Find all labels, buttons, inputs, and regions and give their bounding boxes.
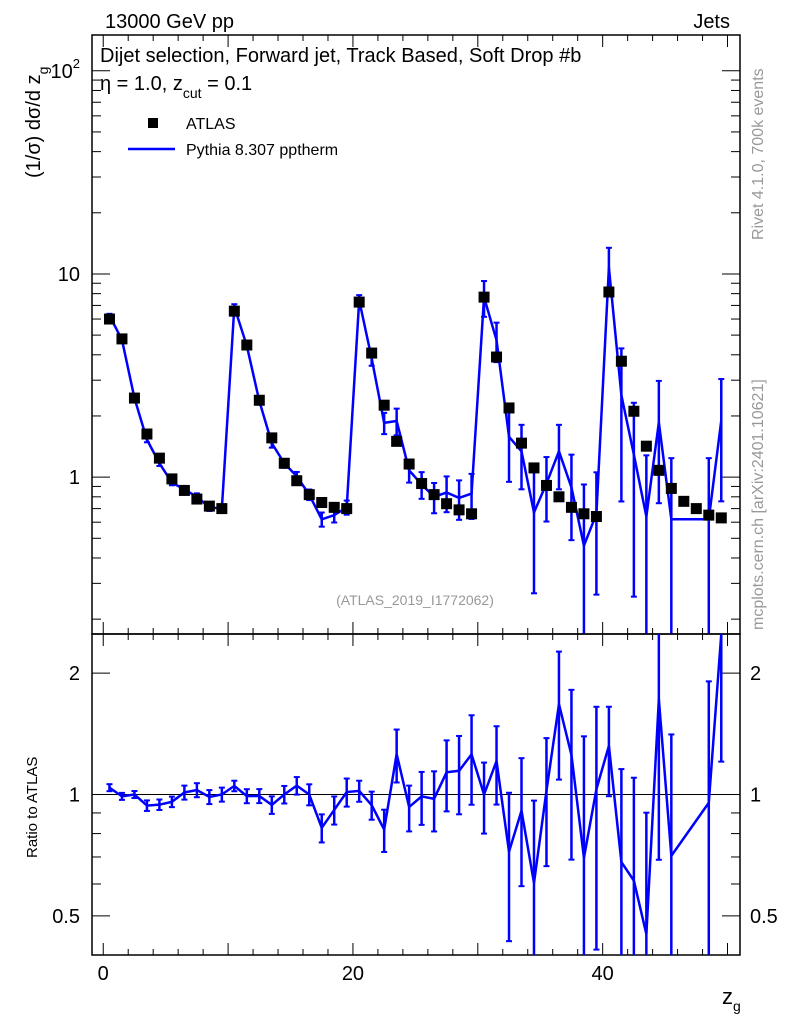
atlas-point [378,399,390,411]
atlas-point [528,462,540,474]
atlas-point [628,405,640,417]
rivet-label: Rivet 4.1.0, 700k events [750,68,767,240]
title-main: Dijet selection, Forward jet, Track Base… [100,45,581,67]
atlas-point [391,435,403,447]
atlas-point [353,296,365,308]
atlas-point [540,479,552,491]
atlas-point [103,313,115,325]
atlas-point [191,493,203,505]
ratio-tick-label: 2 [69,663,80,685]
legend-pythia-label: Pythia 8.307 pptherm [186,142,338,159]
atlas-point [241,339,253,351]
x-tick-label: 0 [98,963,109,985]
atlas-point [478,291,490,303]
atlas-point [603,286,615,298]
atlas-point [403,458,415,470]
atlas-point [491,351,503,363]
atlas-point [153,452,165,464]
atlas-point [590,511,602,523]
atlas-point [678,495,690,507]
ratio-panel: 0 20 40 2 2 1 1 0.5 0.5 [52,633,778,985]
atlas-point [253,394,265,406]
y-tick-label: 10 [58,264,80,286]
atlas-point [665,482,677,494]
legend-atlas-label: ATLAS [186,116,236,133]
atlas-point [553,491,565,503]
atlas-point [640,440,652,452]
atlas-point [416,478,428,490]
title-tail: η = 1.0, zcut = 0.1 [100,73,252,101]
analysis-label: (ATLAS_2019_I1772062) [336,592,494,608]
atlas-point [466,508,478,520]
atlas-point [503,402,515,414]
main-panel: 102 10 1 [51,34,741,635]
legend: ATLAS Pythia 8.307 pptherm [128,116,338,159]
atlas-point [453,504,465,516]
process-label: Jets [693,11,730,33]
atlas-point [653,464,665,476]
atlas-point [178,484,190,496]
atlas-point [203,500,215,512]
atlas-point [128,392,140,404]
atlas-point [366,347,378,359]
atlas-point [216,503,228,515]
atlas-point [565,501,577,513]
atlas-point [316,497,328,509]
atlas-point [116,333,128,345]
x-axis-label: zg [722,984,741,1014]
atlas-point [690,503,702,515]
ratio-axis-label: Ratio to ATLAS [24,757,41,858]
ratio-tick-label-right: 2 [750,663,761,685]
ratio-tick-label: 0.5 [52,906,80,928]
atlas-point [228,305,240,317]
legend-atlas-marker [148,118,158,128]
atlas-point [428,489,440,501]
atlas-point [703,509,715,521]
x-tick-label: 40 [592,963,614,985]
ratio-tick-label: 1 [69,785,80,807]
atlas-point [328,501,340,513]
ratio-tick-label-right: 1 [750,785,761,807]
atlas-point [141,428,153,440]
atlas-point [615,355,627,367]
ratio-line [108,633,723,935]
title: Dijet selection, Forward jet, Track Base… [100,45,581,67]
atlas-point [578,508,590,520]
atlas-point [715,512,727,524]
y-tick-label: 1 [69,467,80,489]
ratio-tick-label-right: 0.5 [750,906,778,928]
atlas-point [341,503,353,515]
x-tick-label: 20 [342,963,364,985]
y-axis-label: (1/σ) dσ/d zg [23,67,51,178]
mcplots-label: mcplots.cern.ch [arXiv:2401.10621] [750,379,767,630]
energy-label: 13000 GeV pp [105,11,234,33]
atlas-point [303,489,315,501]
y-tick-label: 102 [51,56,80,83]
atlas-point [291,475,303,487]
atlas-point [441,498,453,510]
atlas-point [516,437,528,449]
atlas-point [278,457,290,469]
atlas-point [166,473,178,485]
atlas-point [266,432,278,444]
